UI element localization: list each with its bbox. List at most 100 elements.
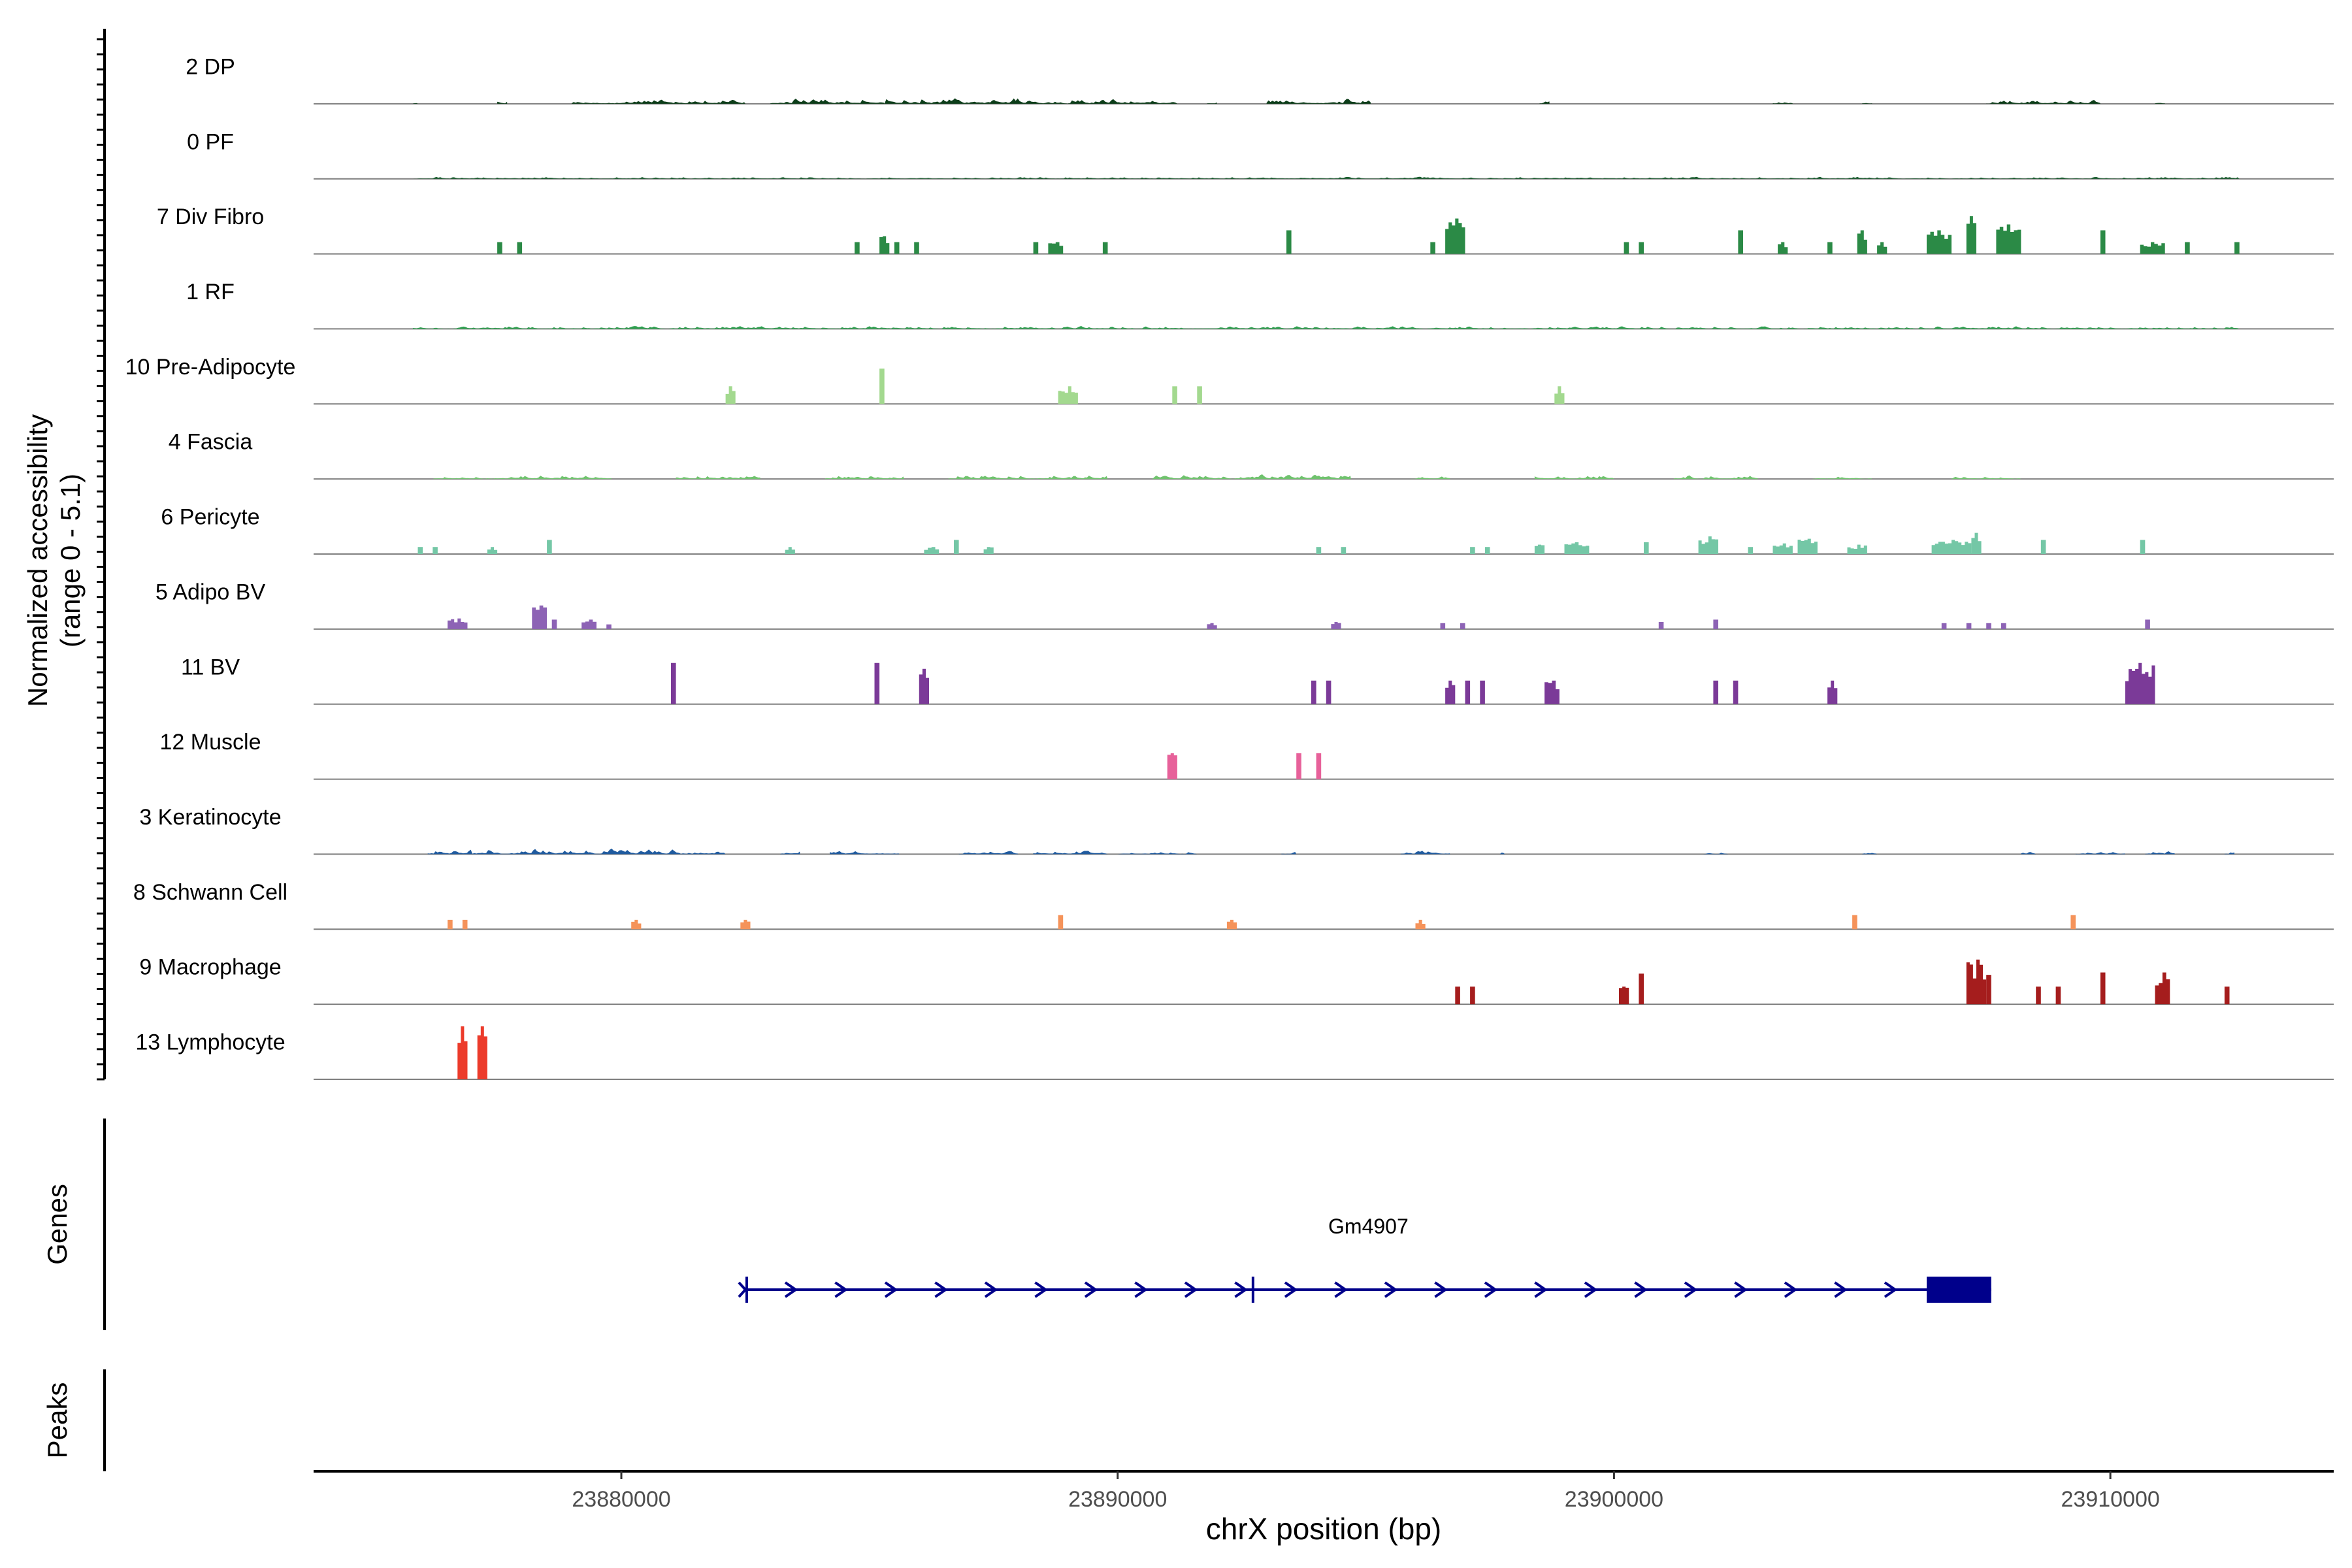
coverage-signal <box>2145 851 2175 855</box>
coverage-signal <box>1772 102 1793 104</box>
strand-arrow <box>1734 1281 1748 1298</box>
track-label: 11 BV <box>181 655 240 679</box>
strand-arrow <box>784 1281 798 1298</box>
track-label: 2 DP <box>186 54 235 79</box>
coverage-peak <box>1033 242 1039 254</box>
coverage-signal <box>1703 853 1729 855</box>
coverage-signal <box>830 851 900 855</box>
coverage-peak <box>1058 915 1064 930</box>
coverage-peak <box>1058 386 1078 404</box>
coverage-peak <box>477 1026 487 1079</box>
coverage-peak <box>1738 230 1743 254</box>
coverage-peak <box>2140 242 2165 254</box>
strand-arrow <box>1434 1281 1448 1298</box>
strand-arrow <box>1584 1281 1598 1298</box>
coverage-peak <box>1644 542 1649 554</box>
coverage-peak <box>1167 753 1177 779</box>
coverage-signal <box>770 99 885 104</box>
coverage-peak <box>417 547 423 554</box>
track-14: 13 Lymphocyte <box>135 1026 2334 1080</box>
strand-arrow <box>1784 1281 1798 1298</box>
track-13: 9 Macrophage <box>139 955 2334 1005</box>
coverage-signal <box>780 851 800 855</box>
coverage-signal <box>2076 852 2125 855</box>
coverage-signal <box>825 476 904 480</box>
strand-arrow <box>1234 1281 1248 1298</box>
track-label: 6 Pericyte <box>161 505 259 530</box>
coverage-signal <box>681 851 726 855</box>
coverage-peak <box>1713 619 1718 629</box>
track-6: 4 Fascia <box>169 430 2334 480</box>
genes-ylabel: Genes <box>42 1184 73 1265</box>
coverage-peak <box>1966 623 1972 629</box>
strand-arrow <box>934 1281 948 1298</box>
coverage-peak <box>894 242 900 254</box>
coverage-peak <box>532 605 547 629</box>
coverage-peak <box>433 547 438 554</box>
track-label: 12 Muscle <box>160 730 261 755</box>
coverage-signal <box>1033 851 1108 855</box>
strand-arrow <box>1534 1281 1548 1298</box>
x-axis: 23880000 23890000 23900000 23910000 <box>314 1470 2334 1512</box>
coverage-peak <box>1445 218 1465 254</box>
x-tick-label: 23890000 <box>1068 1487 1167 1512</box>
coverage-peak <box>671 662 676 704</box>
coverage-peak <box>1331 622 1341 629</box>
x-tick-label: 23910000 <box>2061 1487 2159 1512</box>
coverage-signal <box>412 103 418 104</box>
coverage-peak <box>1986 623 1991 629</box>
gene-model <box>738 1277 1991 1303</box>
x-axis-label: chrX position (bp) <box>1206 1512 1442 1546</box>
strand-arrow <box>884 1281 898 1298</box>
coverage-peak <box>517 242 523 254</box>
coverage-peak <box>1544 680 1560 704</box>
coverage-peak <box>551 619 557 629</box>
x-tick-label: 23880000 <box>572 1487 670 1512</box>
coverage-signal <box>412 176 2240 179</box>
coverage-peak <box>1480 680 1485 704</box>
coverage-peak <box>1733 680 1739 704</box>
coverage-peak <box>1658 622 1664 629</box>
coverage-peak <box>1966 959 1987 1005</box>
coverage-peak <box>1341 547 1347 554</box>
track-11: 3 Keratinocyte <box>139 805 2334 855</box>
coverage-peak <box>1827 242 1833 254</box>
track-8: 5 Adipo BV <box>155 580 2334 630</box>
coverage-peak <box>1455 987 1460 1005</box>
coverage-signal <box>2224 852 2235 855</box>
coverage-y-axis <box>97 29 106 1081</box>
coverage-signal <box>1117 852 1198 855</box>
coverage-signal <box>1952 476 2021 480</box>
coverage-signal <box>1400 851 1450 855</box>
strand-arrow <box>1884 1281 1898 1298</box>
coverage-peak <box>725 386 736 404</box>
coverage-signal <box>1812 476 1872 480</box>
coverage-signal <box>958 851 1019 855</box>
track-label: 0 PF <box>187 129 234 154</box>
coverage-peak <box>740 919 751 930</box>
track-12: 8 Schwann Cell <box>133 880 2334 930</box>
coverage-peak <box>606 624 612 629</box>
coverage-peak <box>879 236 890 254</box>
strand-arrow <box>1834 1281 1848 1298</box>
coverage-peak <box>581 619 596 629</box>
coverage-signal <box>1862 103 1872 104</box>
coverage-peak <box>1316 547 1322 554</box>
track-label: 9 Macrophage <box>139 955 281 980</box>
coverage-peak <box>1102 242 1108 254</box>
coverage-peak <box>1877 242 1887 254</box>
coverage-peak <box>487 547 498 554</box>
coverage-peak <box>1226 919 1237 930</box>
coverage-peak <box>1311 680 1316 704</box>
coverage-peak <box>1430 242 1435 254</box>
coverage-peak <box>2125 662 2155 704</box>
coverage-peak <box>2040 540 2046 554</box>
coverage-peak <box>855 242 860 254</box>
coverage-peak <box>1326 680 1331 704</box>
coverage-peak <box>2036 987 2041 1005</box>
strand-arrow <box>1484 1281 1498 1298</box>
coverage-peak <box>2140 540 2146 554</box>
coverage-signal <box>884 98 1068 104</box>
strand-arrow <box>1684 1281 1698 1298</box>
